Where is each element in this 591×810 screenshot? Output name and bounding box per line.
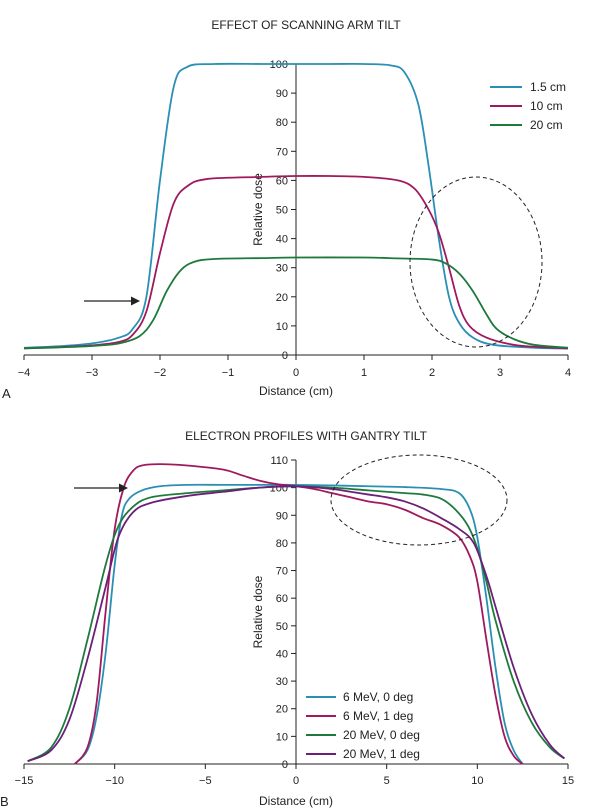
annotation-arrow: [84, 296, 140, 306]
panel-label: B: [0, 794, 9, 809]
y-tick-label: 20: [276, 704, 288, 716]
y-tick-label: 0: [282, 350, 288, 362]
y-tick-label: 10: [276, 321, 288, 333]
x-tick-label: 4: [565, 367, 571, 379]
y-tick-label: 30: [276, 263, 288, 275]
x-tick-label: −3: [86, 367, 99, 379]
y-axis-label: Relative dose: [251, 575, 265, 648]
y-tick-label: 90: [276, 88, 288, 100]
x-tick-label: −15: [15, 775, 34, 787]
legend: 6 MeV, 0 deg 6 MeV, 1 deg 20 MeV, 0 deg 20 …: [306, 690, 420, 761]
x-tick-label: 10: [471, 775, 483, 787]
x-tick-label: −5: [199, 775, 212, 787]
y-tick-label: 50: [276, 621, 288, 633]
legend-entry: 1.5 cm: [530, 80, 566, 94]
chart-title: EFFECT OF SCANNING ARM TILT: [211, 18, 401, 32]
series-line-1-5-cm: [23, 62, 569, 350]
y-tick-label: 60: [276, 593, 288, 605]
arrow-head: [119, 483, 128, 493]
series-line-10-cm: [23, 175, 569, 350]
y-tick-label: 110: [270, 455, 288, 467]
y-tick-label: 100: [270, 59, 288, 71]
x-tick-label: 2: [429, 367, 435, 379]
legend-entry: 6 MeV, 0 deg: [343, 690, 413, 704]
x-tick-label: 15: [562, 775, 574, 787]
y-tick-label: 80: [276, 538, 288, 550]
x-tick-label: −10: [105, 775, 124, 787]
x-tick-label: 5: [384, 775, 390, 787]
y-tick-label: 30: [276, 676, 288, 688]
y-tick-label: 80: [276, 117, 288, 129]
chart-panel-a: EFFECT OF SCANNING ARM TILT −4 −3 −2 −1 0 1 2 3 4…: [2, 18, 571, 401]
annotation-dashed-ellipse: [330, 454, 508, 546]
x-axis-label: Distance (cm): [259, 794, 333, 808]
x-tick-label: −2: [154, 367, 167, 379]
y-tick-label: 90: [276, 510, 288, 522]
chart-title: ELECTRON PROFILES WITH GANTRY TILT: [185, 429, 427, 443]
x-tick-label: 0: [293, 775, 299, 787]
x-tick-label: 0: [293, 367, 299, 379]
series-line-20-cm: [23, 256, 569, 350]
arrow-head: [131, 296, 140, 306]
x-tick-label: 3: [497, 367, 503, 379]
x-tick-label: −4: [18, 367, 31, 379]
y-tick-label: 40: [276, 234, 288, 246]
legend-entry: 6 MeV, 1 deg: [343, 709, 413, 723]
y-tick-label: 20: [276, 292, 288, 304]
legend-entry: 20 MeV, 1 deg: [343, 747, 420, 761]
legend-entry: 10 cm: [530, 99, 563, 113]
panel-label: A: [2, 386, 11, 401]
x-tick-label: −1: [222, 367, 235, 379]
x-tick-label: 1: [361, 367, 367, 379]
series-line-20-mev-1-deg: [27, 485, 565, 763]
y-tick-label: 50: [276, 205, 288, 217]
series-line-6-mev-0-deg: [74, 483, 524, 765]
legend-entry: 20 MeV, 0 deg: [343, 728, 420, 742]
series-line-20-mev-0-deg: [27, 485, 565, 763]
y-tick-label: 40: [276, 648, 288, 660]
y-tick-label: 10: [276, 731, 288, 743]
legend-entry: 20 cm: [530, 118, 563, 132]
y-tick-label: 70: [276, 566, 288, 578]
legend: 1.5 cm 10 cm 20 cm: [490, 80, 566, 132]
chart-panel-b: ELECTRON PROFILES WITH GANTRY TILT −15 −10…: [0, 429, 574, 809]
annotation-dashed-ellipse: [409, 176, 543, 348]
y-tick-label: 60: [276, 175, 288, 187]
y-axis-label: Relative dose: [251, 173, 265, 246]
x-axis-label: Distance (cm): [259, 384, 333, 398]
annotation-arrow: [74, 483, 128, 493]
y-tick-label: 0: [282, 759, 288, 771]
series-line-6-mev-1-deg: [74, 463, 524, 765]
y-tick-label: 70: [276, 146, 288, 158]
